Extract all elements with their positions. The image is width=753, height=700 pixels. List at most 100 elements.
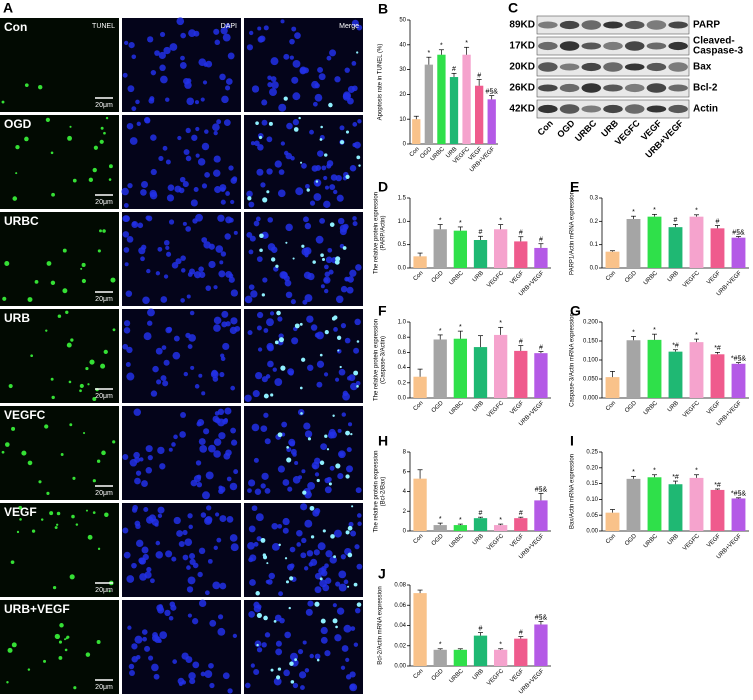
nucleus (123, 215, 130, 222)
band (603, 62, 623, 72)
error-bar (417, 589, 423, 594)
nucleus (168, 219, 175, 225)
nucleus (289, 38, 295, 45)
nucleus (247, 330, 253, 336)
panel-label: D (378, 179, 388, 195)
band (559, 20, 580, 30)
band (646, 105, 667, 113)
nucleus (175, 258, 182, 265)
tunel-dot (358, 164, 361, 167)
tunel-dot (50, 377, 54, 381)
nucleus (163, 359, 170, 366)
error-bar (736, 362, 741, 364)
significance: *#§& (731, 491, 747, 498)
scale-bar-label: 20μm (95, 684, 113, 691)
tunel-dot (92, 167, 97, 173)
nucleus (314, 572, 322, 580)
nucleus (313, 549, 320, 556)
tunel-dot (85, 366, 89, 371)
significance: * (439, 217, 442, 224)
nucleus (284, 279, 292, 287)
tunel-dot (108, 590, 111, 593)
nucleus (190, 365, 195, 370)
nucleus (150, 168, 157, 176)
nucleus (347, 276, 354, 283)
y-tick-label: 0.20 (586, 465, 598, 471)
tunel-dot (38, 84, 43, 90)
y-axis-label: Bax/Actin mRNA expression (570, 454, 576, 529)
tunel-dot (2, 296, 7, 301)
nucleus (180, 255, 186, 261)
tunel-dot (259, 248, 263, 253)
tunel-dot (97, 547, 101, 551)
nucleus (179, 176, 186, 183)
nucleus (337, 428, 342, 433)
significance: * (499, 517, 502, 524)
band (646, 42, 667, 50)
nucleus (278, 103, 287, 112)
nucleus (325, 550, 333, 558)
nucleus (213, 130, 218, 136)
significance: # (519, 629, 523, 636)
tunel-dot (69, 574, 75, 580)
tunel-dot (336, 335, 342, 340)
tunel-dot (15, 145, 20, 150)
nucleus (141, 180, 149, 188)
nucleus (271, 81, 279, 89)
tunel-dot (58, 640, 62, 644)
nucleus (342, 392, 351, 401)
nucleus (187, 576, 196, 585)
nucleus (271, 522, 278, 530)
nucleus (131, 656, 138, 663)
nucleus (125, 362, 131, 367)
nucleus (287, 368, 295, 376)
significance: #§& (485, 88, 498, 95)
nucleus (329, 49, 337, 57)
protein-label: Bax (693, 62, 712, 73)
significance: * (499, 320, 502, 327)
nucleus (255, 216, 261, 222)
nucleus (219, 515, 227, 523)
nucleus (350, 382, 358, 391)
nucleus (196, 474, 202, 480)
tunel-dot (301, 244, 305, 248)
bar (731, 498, 746, 531)
nucleus (151, 518, 159, 526)
error-bar (631, 215, 636, 219)
tunel-dot (73, 686, 77, 690)
tunel-dot (19, 518, 22, 521)
y-tick-label: 0.00 (586, 529, 598, 535)
tunel-dot (31, 529, 36, 533)
significance: # (519, 510, 523, 517)
error-bar (715, 352, 720, 355)
nucleus (357, 521, 362, 526)
significance: # (716, 218, 720, 225)
nucleus (317, 150, 324, 157)
tunel-dot (87, 534, 93, 540)
micrograph (0, 18, 119, 112)
nucleus (218, 485, 223, 490)
tunel-dot (21, 450, 27, 456)
error-bar (652, 213, 657, 217)
tunel-dot (324, 434, 328, 438)
tunel-dot (283, 96, 288, 101)
significance: * (653, 327, 656, 334)
nucleus (312, 464, 317, 469)
nucleus (249, 554, 257, 562)
nucleus (181, 268, 186, 273)
tunel-dot (46, 491, 50, 495)
nucleus (138, 247, 146, 255)
error-bar (715, 225, 720, 229)
nucleus (261, 99, 268, 106)
nucleus (159, 631, 168, 640)
nucleus (195, 126, 200, 132)
nucleus (281, 421, 288, 428)
nucleus (154, 50, 160, 56)
nucleus (161, 345, 167, 350)
nucleus (225, 191, 230, 196)
nucleus (233, 469, 239, 475)
error-bar (498, 326, 504, 335)
nucleus (227, 688, 233, 694)
nucleus (274, 378, 283, 386)
